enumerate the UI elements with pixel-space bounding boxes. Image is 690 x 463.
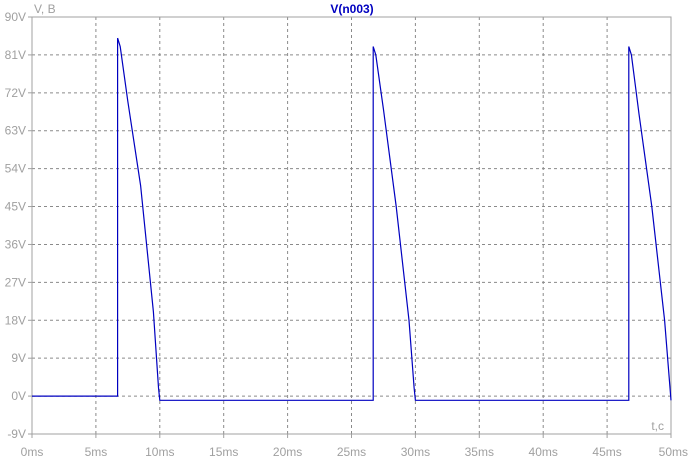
y-tick-label: 36V [5, 237, 26, 251]
y-tick-label: 18V [5, 313, 26, 327]
x-axis-label: t,c [651, 419, 664, 433]
y-tick-label: 27V [5, 275, 26, 289]
x-tick-label: 45ms [592, 445, 621, 459]
y-axis-ticks: -9V 0V 9V 18V 27V 36V 45V 54V 63V 72V 81V 90V [5, 10, 32, 441]
grid-lines [32, 17, 671, 434]
y-tick-label: 63V [5, 124, 26, 138]
x-tick-label: 25ms [337, 445, 366, 459]
x-tick-label: 40ms [529, 445, 558, 459]
y-tick-label: -9V [7, 427, 26, 441]
y-tick-label: 72V [5, 86, 26, 100]
trace-v-n003[interactable] [32, 37, 672, 401]
y-tick-label: 45V [5, 200, 26, 214]
x-tick-label: 0ms [21, 445, 44, 459]
x-tick-label: 5ms [85, 445, 108, 459]
x-tick-label: 20ms [273, 445, 302, 459]
y-tick-label: 9V [11, 351, 26, 365]
x-axis-ticks: 0ms 5ms 10ms 15ms 20ms 25ms 30ms 35ms 40ms 45ms 50… [21, 434, 688, 459]
trace-title[interactable]: V(n003) [330, 2, 373, 16]
y-tick-label: 54V [5, 162, 26, 176]
x-tick-label: 15ms [209, 445, 238, 459]
y-axis-label: V, B [34, 2, 56, 16]
x-tick-label: 30ms [401, 445, 430, 459]
y-tick-label: 81V [5, 48, 26, 62]
x-tick-label: 10ms [145, 445, 174, 459]
x-tick-label: 50ms [659, 445, 688, 459]
y-tick-label: 0V [11, 389, 26, 403]
x-tick-label: 35ms [465, 445, 494, 459]
y-tick-label: 90V [5, 10, 26, 24]
